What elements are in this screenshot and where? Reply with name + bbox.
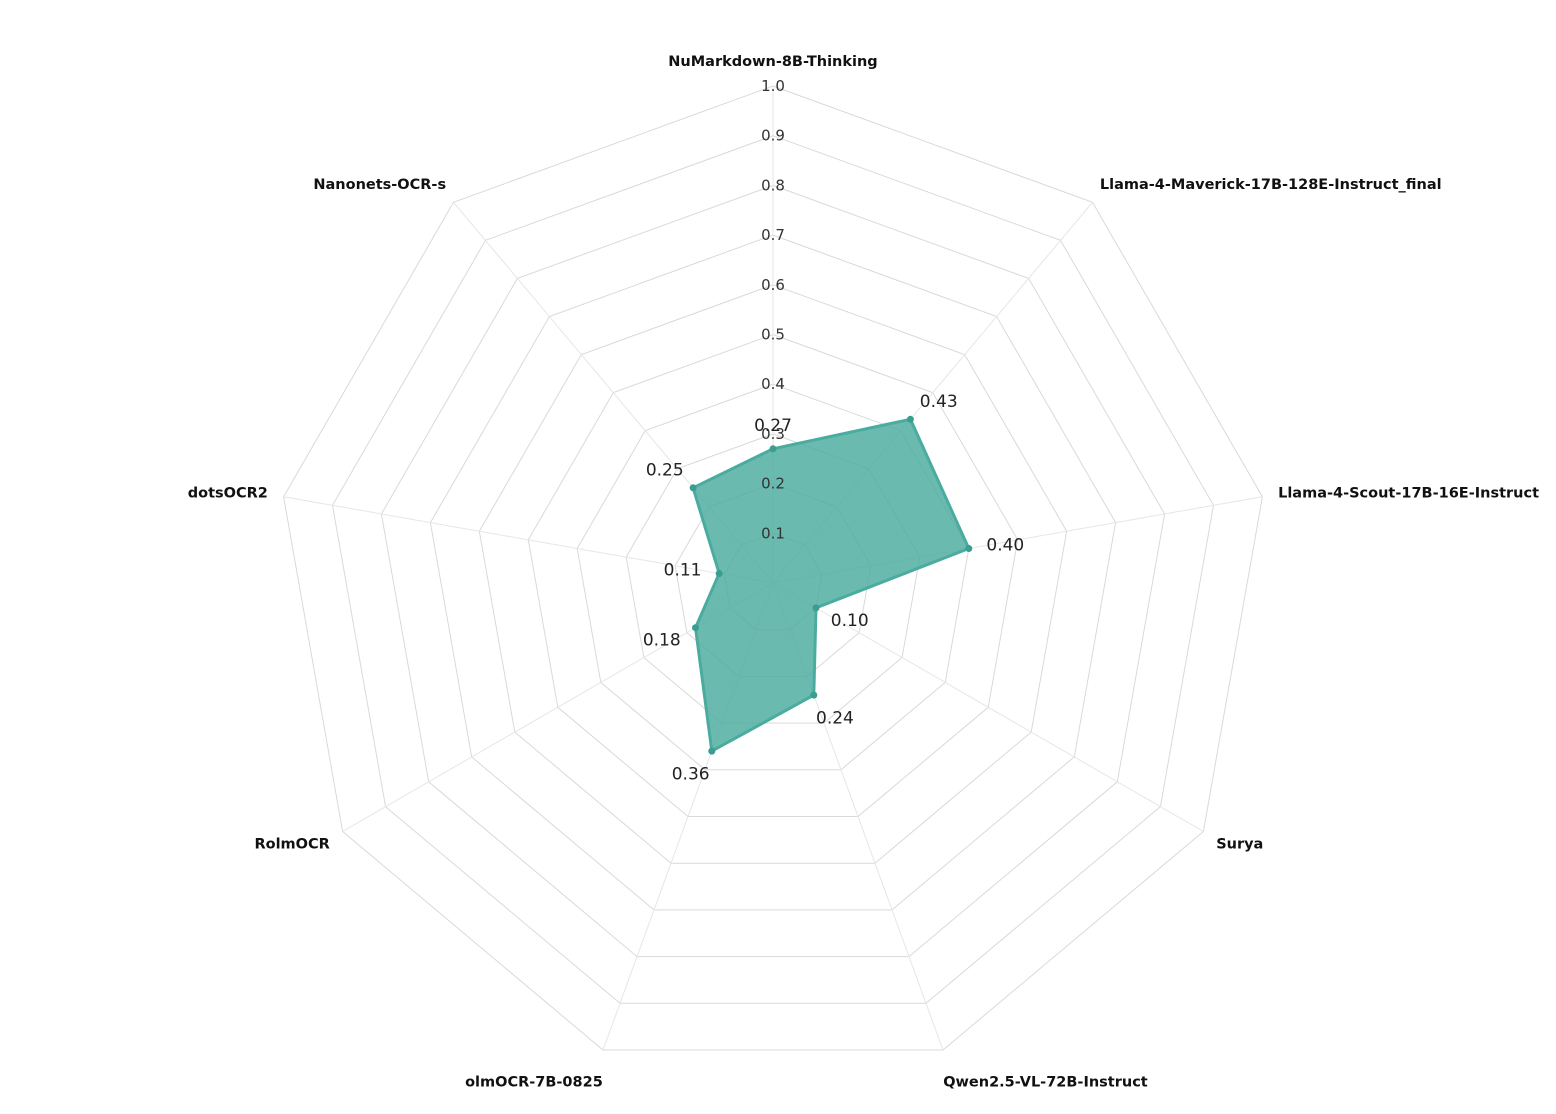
axis-label-layer: NuMarkdown-8B-Thinking Llama-4-Maverick-1… [188, 54, 1539, 1091]
axis-label: Qwen2.5-VL-72B-Instruct [943, 1075, 1148, 1091]
value-label: 0.18 [643, 631, 681, 651]
value-label: 0.11 [664, 560, 702, 580]
radial-tick-label: 0.8 [761, 176, 785, 194]
axis-label: dotsOCR2 [188, 486, 268, 502]
axis-label: olmOCR-7B-0825 [465, 1075, 603, 1091]
value-label-layer: 0.27 0.43 0.40 0.10 0.24 0.36 0.18 0.11 0.25 [643, 392, 1024, 785]
axis-label: Llama-4-Maverick-17B-128E-Instruct_final [1100, 177, 1442, 193]
grid-ring-10 [283, 85, 1263, 1051]
grid-ring-7 [429, 234, 1117, 911]
radial-tick-label: 0.3 [761, 425, 785, 443]
value-label: 0.24 [816, 709, 854, 729]
grid-ring-6 [478, 284, 1068, 864]
value-label: 0.10 [831, 611, 869, 631]
spoke-line [283, 496, 774, 584]
data-point [810, 691, 818, 699]
data-point [692, 624, 699, 632]
value-label: 0.43 [920, 392, 958, 412]
axis-label: Llama-4-Scout-17B-16E-Instruct [1278, 486, 1539, 502]
value-label: 0.25 [646, 460, 684, 480]
data-point [689, 484, 697, 492]
grid-ring-5 [527, 333, 1019, 817]
series-area [691, 417, 971, 753]
value-label: 0.36 [672, 765, 710, 785]
radial-tick-label: 1.0 [761, 77, 785, 95]
axis-label: NuMarkdown-8B-Thinking [668, 54, 877, 70]
radial-tick-label: 0.5 [761, 326, 785, 344]
radial-tick-label: 0.4 [761, 375, 785, 393]
axis-label: Nanonets-OCR-s [313, 177, 446, 193]
data-point [715, 570, 723, 577]
radial-tick-label: 0.6 [761, 276, 785, 294]
radial-tick-label: 0.7 [761, 226, 785, 244]
radial-tick-layer: 0.1 0.2 0.3 0.4 0.5 0.6 0.7 0.8 0.9 1.0 [761, 77, 785, 542]
data-point-layer [689, 415, 973, 755]
axis-label: Surya [1216, 837, 1263, 853]
data-point [708, 747, 716, 755]
grid-ring-8 [380, 184, 1166, 958]
spoke-line [772, 582, 1204, 832]
data-point [965, 545, 973, 552]
grid-ring-9 [331, 135, 1215, 1004]
data-point [812, 604, 820, 612]
radial-tick-label: 0.2 [761, 475, 785, 493]
data-point [769, 445, 777, 453]
radial-tick-label: 0.9 [761, 127, 785, 145]
series-area-layer [691, 417, 971, 753]
axis-label: RolmOCR [254, 837, 329, 853]
value-label: 0.40 [986, 535, 1024, 555]
value-label: 0.27 [754, 416, 792, 436]
radial-tick-label: 0.1 [761, 524, 785, 542]
data-point [906, 415, 914, 423]
